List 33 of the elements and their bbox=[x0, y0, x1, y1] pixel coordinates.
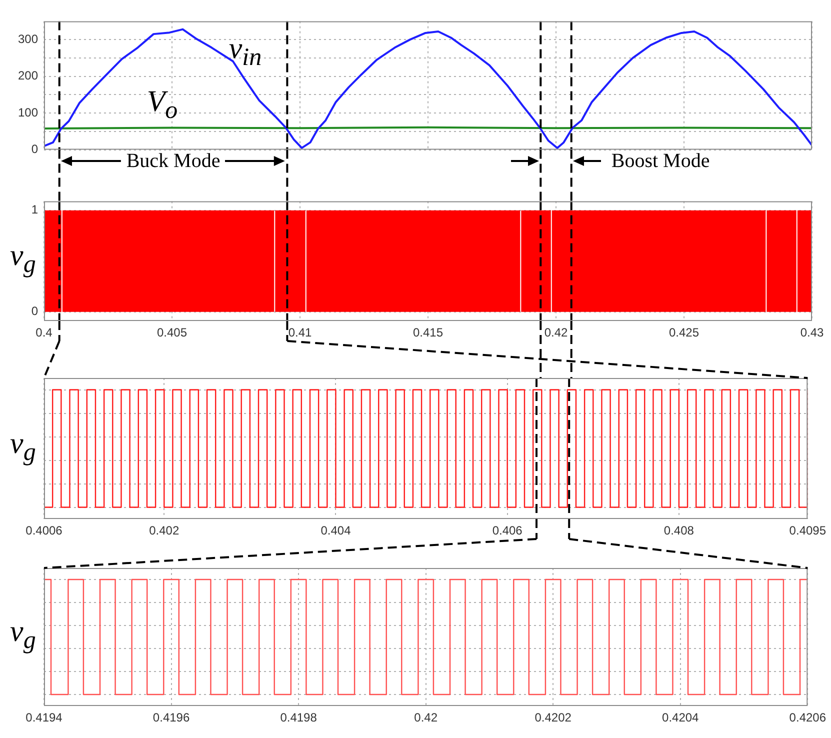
y-axis-title: v$_{g}$ bbox=[10, 615, 36, 656]
x-tick-label: 0.402 bbox=[149, 524, 180, 538]
y-tick-label: 300 bbox=[18, 32, 38, 46]
x-tick-label: 0.404 bbox=[320, 524, 352, 538]
x-tick-label: 0.425 bbox=[668, 326, 700, 340]
x-tick-label: 0.42 bbox=[414, 710, 438, 725]
x-tick-label: 0.405 bbox=[156, 326, 188, 340]
x-tick-label: 0.406 bbox=[492, 524, 523, 538]
annotation: V$_{o}$ bbox=[146, 84, 178, 125]
x-tick-label: 0.4095 bbox=[789, 524, 826, 538]
x-tick-label: 0.42 bbox=[544, 326, 568, 340]
annotation: Buck Mode bbox=[125, 150, 222, 172]
annotation: v$_{in}$ bbox=[228, 32, 262, 72]
y-tick-label: 0 bbox=[31, 142, 38, 156]
y-axis-title: v$_{g}$ bbox=[10, 239, 36, 280]
x-tick-label: 0.415 bbox=[412, 326, 444, 340]
x-tick-label: 0.4198 bbox=[280, 710, 318, 725]
x-tick-label: 0.4204 bbox=[662, 710, 700, 725]
y-tick-label: 0 bbox=[31, 304, 38, 318]
x-tick-label: 0.408 bbox=[664, 524, 694, 538]
y-tick-label: 100 bbox=[18, 105, 38, 120]
x-tick-label: 0.4206 bbox=[789, 710, 826, 725]
x-tick-label: 0.4196 bbox=[152, 710, 190, 725]
x-tick-label: 0.4 bbox=[36, 326, 53, 340]
x-tick-label: 0.43 bbox=[800, 326, 824, 340]
x-tick-label: 0.4202 bbox=[534, 710, 572, 725]
y-tick-label: 1 bbox=[31, 202, 38, 217]
y-tick-label: 200 bbox=[18, 68, 38, 83]
x-tick-label: 0.4006 bbox=[26, 524, 63, 538]
y-axis-title: v$_{g}$ bbox=[10, 426, 36, 468]
x-tick-label: 0.4194 bbox=[26, 710, 63, 725]
x-tick-label: 0.41 bbox=[288, 326, 312, 340]
annotation: Boost Mode bbox=[611, 150, 710, 172]
